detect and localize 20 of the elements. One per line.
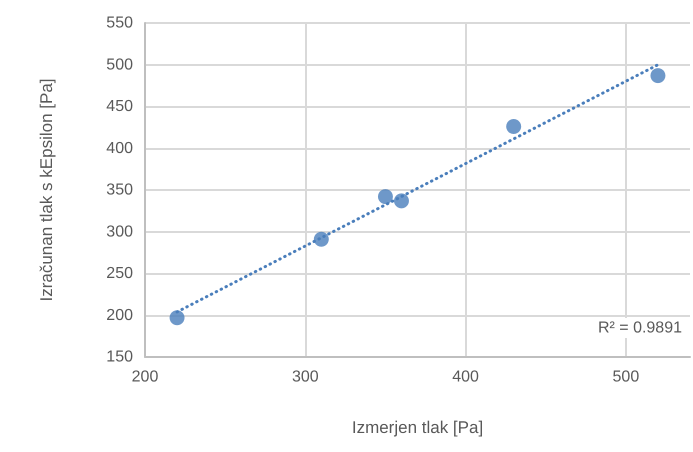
- y-tick-label: 350: [106, 182, 134, 198]
- y-tick-label: 300: [106, 223, 134, 240]
- x-tick-label: 400: [452, 368, 480, 386]
- point: [506, 119, 522, 134]
- y-tick-label: 250: [106, 265, 134, 282]
- x-tick-label: 200: [132, 368, 158, 386]
- y-tick-label: 450: [106, 98, 134, 115]
- x-axis-title: Izmerjen tlak [Pa]: [352, 418, 484, 437]
- y-tick-label: 550: [106, 14, 134, 32]
- point: [650, 68, 666, 84]
- y-tick-label: 500: [106, 56, 134, 74]
- y-axis-title: Izračunan tlak s kEpsilon [Pa]: [37, 78, 56, 302]
- point: [170, 310, 185, 326]
- point: [378, 189, 393, 204]
- annotation: R² = 0.9891: [598, 320, 682, 336]
- y-tick-label: 200: [106, 306, 134, 324]
- y-tick-label: 400: [106, 140, 134, 157]
- y-tick-label: 150: [106, 348, 134, 366]
- x-tick-label: 300: [292, 368, 319, 386]
- x-tick-label: 500: [612, 368, 640, 386]
